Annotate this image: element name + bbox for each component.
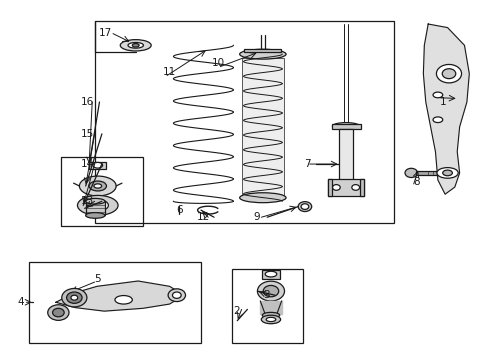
Bar (29, 261, 201, 343)
Ellipse shape (264, 271, 276, 277)
Polygon shape (423, 24, 468, 194)
Ellipse shape (71, 295, 78, 300)
Ellipse shape (332, 123, 359, 130)
Ellipse shape (172, 292, 181, 298)
Ellipse shape (94, 184, 102, 188)
Ellipse shape (301, 204, 308, 210)
Text: 13: 13 (81, 196, 94, 206)
Bar (327, 179, 364, 196)
Text: 10: 10 (211, 58, 224, 68)
Ellipse shape (432, 117, 442, 123)
Bar (89, 162, 106, 169)
Text: 7: 7 (304, 159, 310, 169)
Ellipse shape (262, 312, 279, 318)
Polygon shape (56, 281, 183, 311)
Ellipse shape (442, 170, 451, 176)
Bar (327, 179, 332, 196)
Ellipse shape (53, 308, 64, 317)
Bar (244, 49, 281, 53)
Text: 12: 12 (196, 212, 210, 222)
Ellipse shape (168, 289, 185, 302)
Ellipse shape (436, 168, 457, 178)
Text: 1: 1 (439, 97, 445, 107)
Ellipse shape (128, 42, 143, 48)
Text: 16: 16 (81, 97, 94, 107)
Text: 4: 4 (17, 297, 24, 307)
Ellipse shape (89, 181, 106, 191)
Ellipse shape (85, 213, 105, 218)
Ellipse shape (85, 198, 105, 204)
Bar (331, 124, 360, 129)
Bar (359, 179, 364, 196)
Ellipse shape (132, 44, 139, 47)
Ellipse shape (66, 292, 82, 303)
Ellipse shape (332, 185, 340, 190)
Text: 8: 8 (412, 177, 419, 187)
Ellipse shape (48, 305, 69, 320)
Text: 5: 5 (94, 274, 100, 284)
Ellipse shape (404, 168, 417, 177)
Ellipse shape (115, 296, 132, 304)
Ellipse shape (77, 195, 118, 215)
Text: 14: 14 (81, 159, 94, 169)
Ellipse shape (441, 69, 455, 78)
Ellipse shape (265, 318, 275, 321)
Ellipse shape (120, 40, 151, 51)
Ellipse shape (93, 162, 102, 168)
Ellipse shape (79, 176, 116, 196)
Bar (95, 21, 393, 222)
Ellipse shape (87, 200, 108, 211)
Ellipse shape (351, 185, 359, 190)
Ellipse shape (239, 49, 285, 59)
Bar (415, 171, 438, 175)
Bar (262, 270, 279, 279)
Text: 15: 15 (81, 129, 94, 139)
Ellipse shape (239, 193, 285, 203)
Ellipse shape (263, 285, 278, 297)
Bar (241, 58, 284, 198)
Ellipse shape (435, 64, 461, 83)
Bar (61, 157, 142, 226)
Bar (232, 269, 302, 343)
Ellipse shape (261, 315, 280, 324)
Text: 3: 3 (263, 290, 269, 300)
Text: 9: 9 (253, 212, 259, 222)
Bar (85, 201, 105, 215)
Text: 2: 2 (233, 306, 240, 316)
Text: 6: 6 (176, 205, 182, 215)
Ellipse shape (61, 288, 87, 307)
Text: 17: 17 (99, 28, 112, 38)
Ellipse shape (298, 202, 311, 212)
Text: 11: 11 (163, 67, 176, 77)
Ellipse shape (91, 204, 104, 210)
Ellipse shape (257, 281, 284, 301)
Ellipse shape (432, 92, 442, 98)
Bar (339, 129, 352, 182)
